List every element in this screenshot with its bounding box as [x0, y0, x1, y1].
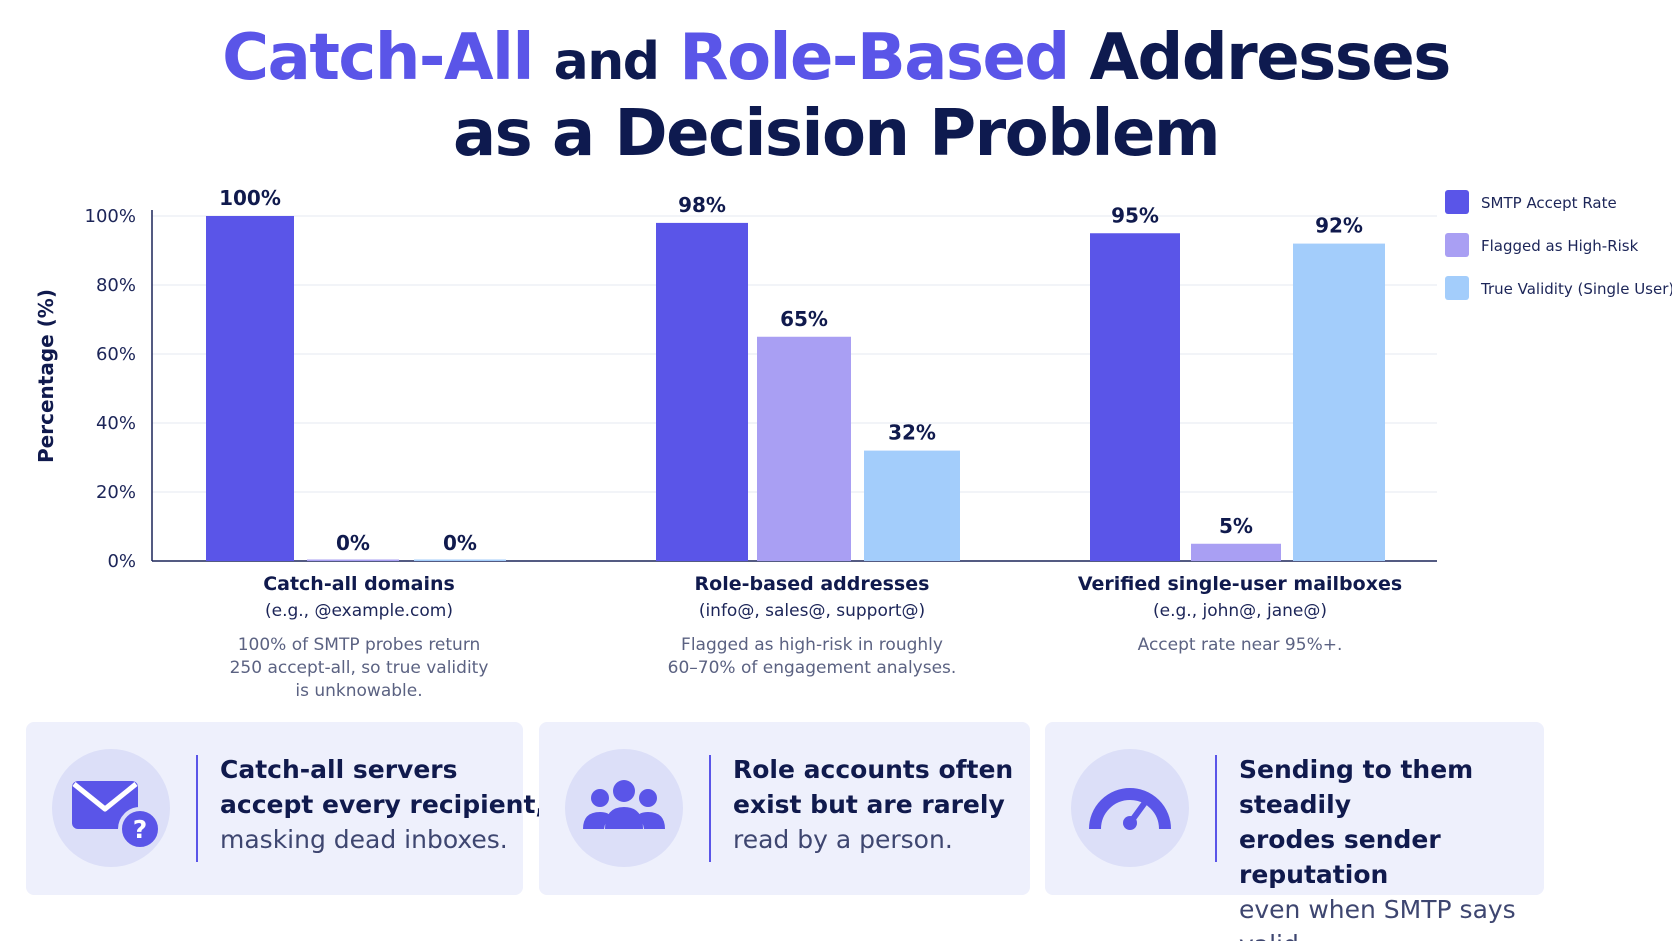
- title-part-catch-all: Catch-All: [222, 21, 534, 95]
- y-tick-label: 40%: [96, 413, 136, 434]
- card-light-line: masking dead inboxes.: [220, 825, 508, 854]
- y-tick-label: 20%: [96, 482, 136, 503]
- card-role-accounts: Role accounts often exist but are rarely…: [539, 722, 1030, 895]
- y-tick-label: 60%: [96, 344, 136, 365]
- card-text: Catch-all servers accept every recipient…: [220, 752, 550, 857]
- card-strong-line: Role accounts often: [733, 755, 1014, 784]
- x-category-subtitle: (info@, sales@, support@): [699, 601, 925, 621]
- card-text: Role accounts often exist but are rarely…: [733, 752, 1063, 857]
- card-strong-line: erodes sender reputation: [1239, 825, 1441, 889]
- card-light-line: read by a person.: [733, 825, 953, 854]
- category-note-line: is unknowable.: [295, 681, 422, 701]
- y-tick-label: 0%: [107, 551, 136, 572]
- category-note-line: Flagged as high-risk in roughly: [681, 635, 943, 655]
- x-category-label: Catch-all domains: [263, 573, 455, 595]
- bar: [864, 450, 960, 561]
- x-category-label: Verified single-user mailboxes: [1078, 573, 1402, 595]
- card-reputation: Sending to them steadily erodes sender r…: [1045, 722, 1544, 941]
- bar: [206, 216, 294, 561]
- x-category-subtitle: (e.g., john@, jane@): [1153, 601, 1327, 621]
- bar: [1090, 233, 1180, 561]
- legend-swatch: [1445, 276, 1469, 300]
- card-icon-circle: [1071, 749, 1189, 867]
- x-category-subtitle: (e.g., @example.com): [265, 601, 453, 621]
- x-category-label: Role-based addresses: [695, 573, 930, 595]
- bar-value-label: 95%: [1111, 203, 1159, 227]
- bar-value-label: 92%: [1315, 214, 1363, 238]
- takeaway-cards: ? Catch-all servers accept every recipie…: [26, 722, 1646, 941]
- bar-value-label: 98%: [678, 193, 726, 217]
- card-divider: [709, 755, 711, 862]
- title-line-2: as a Decision Problem: [452, 97, 1221, 171]
- legend-label: Flagged as High-Risk: [1481, 237, 1639, 255]
- bar: [1293, 243, 1385, 561]
- envelope-question-icon: ?: [72, 781, 162, 851]
- bar-value-label: 32%: [888, 421, 936, 445]
- group-icon: [583, 780, 665, 829]
- card-icon-circle: [565, 749, 683, 867]
- y-axis-title: Percentage (%): [34, 289, 58, 463]
- bar: [1191, 543, 1281, 561]
- gauge-icon: [1089, 788, 1171, 830]
- card-light-line: even when SMTP says valid.: [1239, 895, 1516, 941]
- page-title: Catch-All and Role-Based Addresses as a …: [0, 22, 1672, 170]
- bar: [757, 336, 851, 561]
- bar-value-label: 65%: [780, 307, 828, 331]
- card-icon-circle: ?: [52, 749, 170, 867]
- card-divider: [196, 755, 198, 862]
- card-strong-line: Sending to them steadily: [1239, 755, 1474, 819]
- legend-label: True Validity (Single User): [1480, 280, 1672, 298]
- y-tick-label: 80%: [96, 275, 136, 296]
- legend-swatch: [1445, 190, 1469, 214]
- category-note-line: 60–70% of engagement analyses.: [668, 658, 957, 678]
- card-text: Sending to them steadily erodes sender r…: [1239, 752, 1539, 941]
- bar-value-label: 5%: [1219, 514, 1253, 538]
- category-note-line: 250 accept-all, so true validity: [230, 658, 489, 678]
- y-tick-label: 100%: [85, 206, 136, 227]
- card-strong-line: exist but are rarely: [733, 790, 1005, 819]
- bar: [656, 222, 748, 561]
- bar-value-label: 0%: [443, 531, 477, 555]
- title-part-and: and: [553, 32, 660, 92]
- legend-label: SMTP Accept Rate: [1481, 194, 1617, 212]
- card-divider: [1215, 755, 1217, 862]
- legend-swatch: [1445, 233, 1469, 257]
- title-part-role-based: Role-Based: [679, 21, 1070, 95]
- bar-value-label: 100%: [219, 186, 281, 210]
- card-strong-line: Catch-all servers: [220, 755, 458, 784]
- bar-chart: 0% 20% 40% 60% 80% 100% Percentage (%) 100% 98% 9…: [34, 186, 1672, 701]
- category-note-line: Accept rate near 95%+.: [1138, 635, 1343, 655]
- card-strong-line: accept every recipient,: [220, 790, 545, 819]
- bar: [414, 559, 506, 561]
- category-note-line: 100% of SMTP probes return: [238, 635, 481, 655]
- svg-text:?: ?: [133, 815, 148, 844]
- bar: [307, 559, 399, 561]
- bar-value-label: 0%: [336, 531, 370, 555]
- card-catch-all: ? Catch-all servers accept every recipie…: [26, 722, 545, 895]
- title-part-addresses: Addresses: [1089, 21, 1452, 95]
